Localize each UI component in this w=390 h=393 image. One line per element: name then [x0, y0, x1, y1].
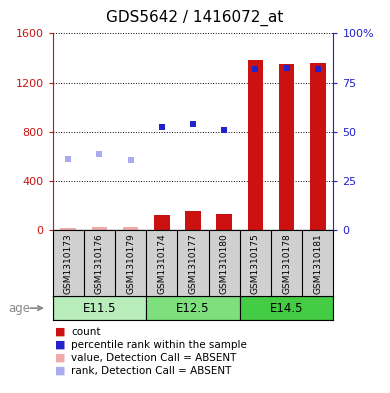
Bar — [53, 296, 146, 320]
Text: GSM1310176: GSM1310176 — [95, 233, 104, 294]
Text: GSM1310177: GSM1310177 — [188, 233, 198, 294]
Bar — [154, 215, 170, 230]
Text: ■: ■ — [55, 366, 65, 376]
Text: GSM1310181: GSM1310181 — [313, 233, 323, 294]
Bar — [310, 63, 326, 230]
Bar — [279, 64, 294, 230]
Bar — [185, 211, 201, 230]
Text: GSM1310179: GSM1310179 — [126, 233, 135, 294]
Text: E12.5: E12.5 — [176, 301, 210, 315]
Bar — [92, 228, 107, 230]
Text: ■: ■ — [55, 327, 65, 337]
Text: E14.5: E14.5 — [270, 301, 303, 315]
Text: GDS5642 / 1416072_at: GDS5642 / 1416072_at — [106, 10, 284, 26]
Bar — [146, 296, 240, 320]
Bar — [248, 61, 263, 230]
Text: ■: ■ — [55, 353, 65, 363]
Text: percentile rank within the sample: percentile rank within the sample — [71, 340, 247, 350]
Bar — [240, 296, 333, 320]
Text: E11.5: E11.5 — [83, 301, 116, 315]
Text: GSM1310178: GSM1310178 — [282, 233, 291, 294]
Text: GSM1310175: GSM1310175 — [251, 233, 260, 294]
Text: rank, Detection Call = ABSENT: rank, Detection Call = ABSENT — [71, 366, 231, 376]
Bar — [123, 227, 138, 230]
Bar — [216, 214, 232, 230]
Text: GSM1310173: GSM1310173 — [64, 233, 73, 294]
Text: value, Detection Call = ABSENT: value, Detection Call = ABSENT — [71, 353, 236, 363]
Text: count: count — [71, 327, 101, 337]
Text: age: age — [9, 301, 30, 315]
Text: GSM1310180: GSM1310180 — [220, 233, 229, 294]
Text: GSM1310174: GSM1310174 — [157, 233, 167, 294]
Bar — [60, 228, 76, 230]
Text: ■: ■ — [55, 340, 65, 350]
